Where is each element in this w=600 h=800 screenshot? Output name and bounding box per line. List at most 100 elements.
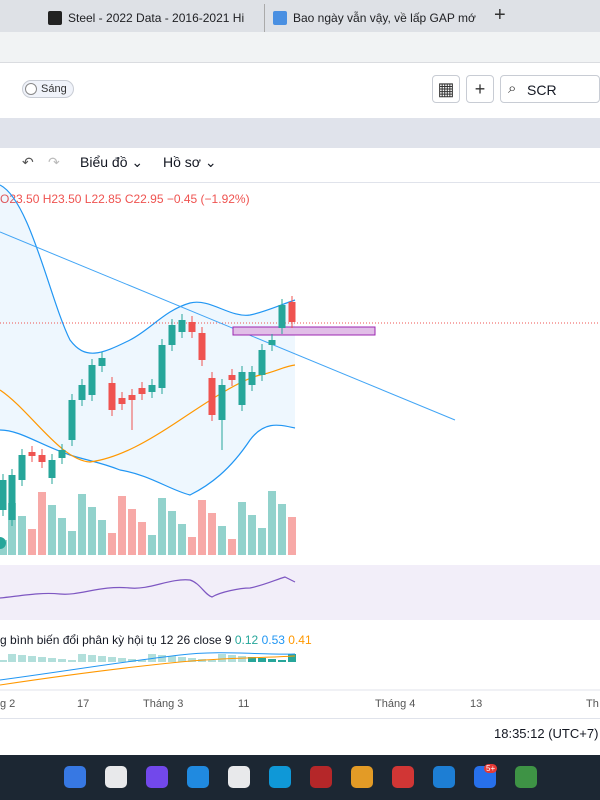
volume-bar [68, 531, 76, 555]
volume-bar [158, 498, 166, 555]
volume-bar [268, 491, 276, 555]
volume-bar [218, 526, 226, 555]
x-label: Tháng 3 [143, 698, 184, 710]
profile-menu[interactable]: Hồ sơ ⌄ [163, 154, 217, 170]
macd-bar [8, 654, 16, 662]
macd-bar [38, 657, 46, 662]
macd-bar [98, 656, 106, 662]
signal-line [0, 655, 296, 686]
macd-bar [288, 654, 296, 662]
volume-bar [178, 524, 186, 555]
candle-body [208, 378, 216, 415]
x-label: 13 [470, 698, 483, 710]
candle-body [278, 305, 286, 328]
taskbar [0, 755, 600, 800]
macd-bar [258, 658, 266, 662]
search-icon: ⌕ [508, 80, 517, 97]
divider [0, 182, 600, 183]
taskbar-icon[interactable] [228, 766, 250, 788]
redo[interactable]: ↷ [48, 154, 60, 170]
candle-body [28, 452, 36, 456]
candle-body [68, 400, 76, 440]
macd-bar [208, 660, 216, 662]
candle-body [188, 322, 196, 332]
x-label: g 2 [0, 698, 16, 710]
macd-label: g bình biến đổi phân kỳ hội tụ 12 26 clo… [0, 633, 232, 647]
volume-bar [28, 529, 36, 555]
taskbar-icon[interactable] [64, 766, 86, 788]
candle-body [88, 365, 96, 395]
undo[interactable]: ↶ [22, 154, 34, 170]
macd-bar [48, 658, 56, 662]
candle-body [138, 388, 146, 394]
candle-body [158, 345, 166, 388]
volume-bar [18, 516, 26, 555]
theme-label: Sáng [41, 83, 67, 95]
tab[interactable]: Bao ngày vẫn vậy, về lấp GAP mớ [264, 4, 484, 32]
candle-body [288, 302, 296, 322]
candle-body [148, 385, 156, 392]
volume-bar [238, 502, 246, 555]
volume-bar [8, 503, 16, 555]
volume-bar [198, 500, 206, 555]
candle-body [268, 340, 276, 345]
taskbar-icon[interactable] [187, 766, 209, 788]
volume-bar [258, 528, 266, 555]
rsi-band [0, 565, 600, 620]
candle-body [48, 460, 56, 478]
taskbar-icon[interactable] [392, 766, 414, 788]
volume-bar [248, 515, 256, 555]
ohlc-low: L22.85 [84, 192, 122, 206]
candle-body [118, 398, 126, 404]
volume-bar [208, 513, 216, 555]
candle-body [218, 385, 226, 420]
trend-line [0, 231, 456, 421]
candle-body [8, 475, 16, 520]
add-button[interactable]: + [466, 75, 494, 103]
macd-bar [168, 656, 176, 662]
volume-bar [88, 507, 96, 555]
macd-line [0, 652, 296, 681]
candle-body [168, 325, 176, 345]
gap-zone [232, 326, 376, 336]
taskbar-icon[interactable] [146, 766, 168, 788]
ohlc-legend: O23.50 H23.50 L22.85 C22.95 −0.45 (−1.92… [0, 192, 250, 206]
macd-legend: g bình biến đổi phân kỳ hội tụ 12 26 clo… [0, 633, 312, 647]
taskbar-icon[interactable] [105, 766, 127, 788]
candle-body [128, 395, 136, 400]
x-label: 11 [238, 698, 250, 710]
chart-menu[interactable]: Biểu đồ ⌄ [80, 154, 144, 170]
ohlc-high: H23.50 [42, 192, 82, 206]
tab[interactable]: Steel - 2022 Data - 2016-2021 Hi [40, 4, 260, 32]
candle-body [238, 372, 246, 405]
volume-bar [108, 533, 116, 555]
macd-bar [178, 657, 186, 662]
ohlc-open: O23.50 [0, 192, 40, 206]
tab-title: Steel - 2022 Data - 2016-2021 Hi [68, 11, 245, 25]
layout-button[interactable]: ▦ [432, 75, 460, 103]
macd-bar [158, 655, 166, 662]
ohlc-change: −0.45 (−1.92%) [166, 192, 250, 206]
bookmark-bar [0, 32, 600, 63]
separator [0, 118, 600, 148]
new-tab-button[interactable]: + [494, 4, 506, 26]
candle-body [18, 455, 26, 480]
candle-body [108, 383, 116, 410]
taskbar-icon[interactable] [433, 766, 455, 788]
volume-bar [98, 520, 106, 555]
candle-body [98, 358, 106, 366]
macd-bar [68, 660, 76, 662]
taskbar-icon[interactable] [351, 766, 373, 788]
bollinger-fill [0, 185, 295, 495]
candle-body [198, 333, 206, 360]
candle-body [38, 455, 46, 462]
candle-body [58, 450, 66, 458]
taskbar-icon[interactable] [269, 766, 291, 788]
taskbar-icon[interactable] [310, 766, 332, 788]
volumes [0, 491, 296, 555]
taskbar-icon[interactable] [515, 766, 537, 788]
x-label: Tháng 4 [375, 698, 416, 710]
macd-bar [238, 656, 246, 662]
